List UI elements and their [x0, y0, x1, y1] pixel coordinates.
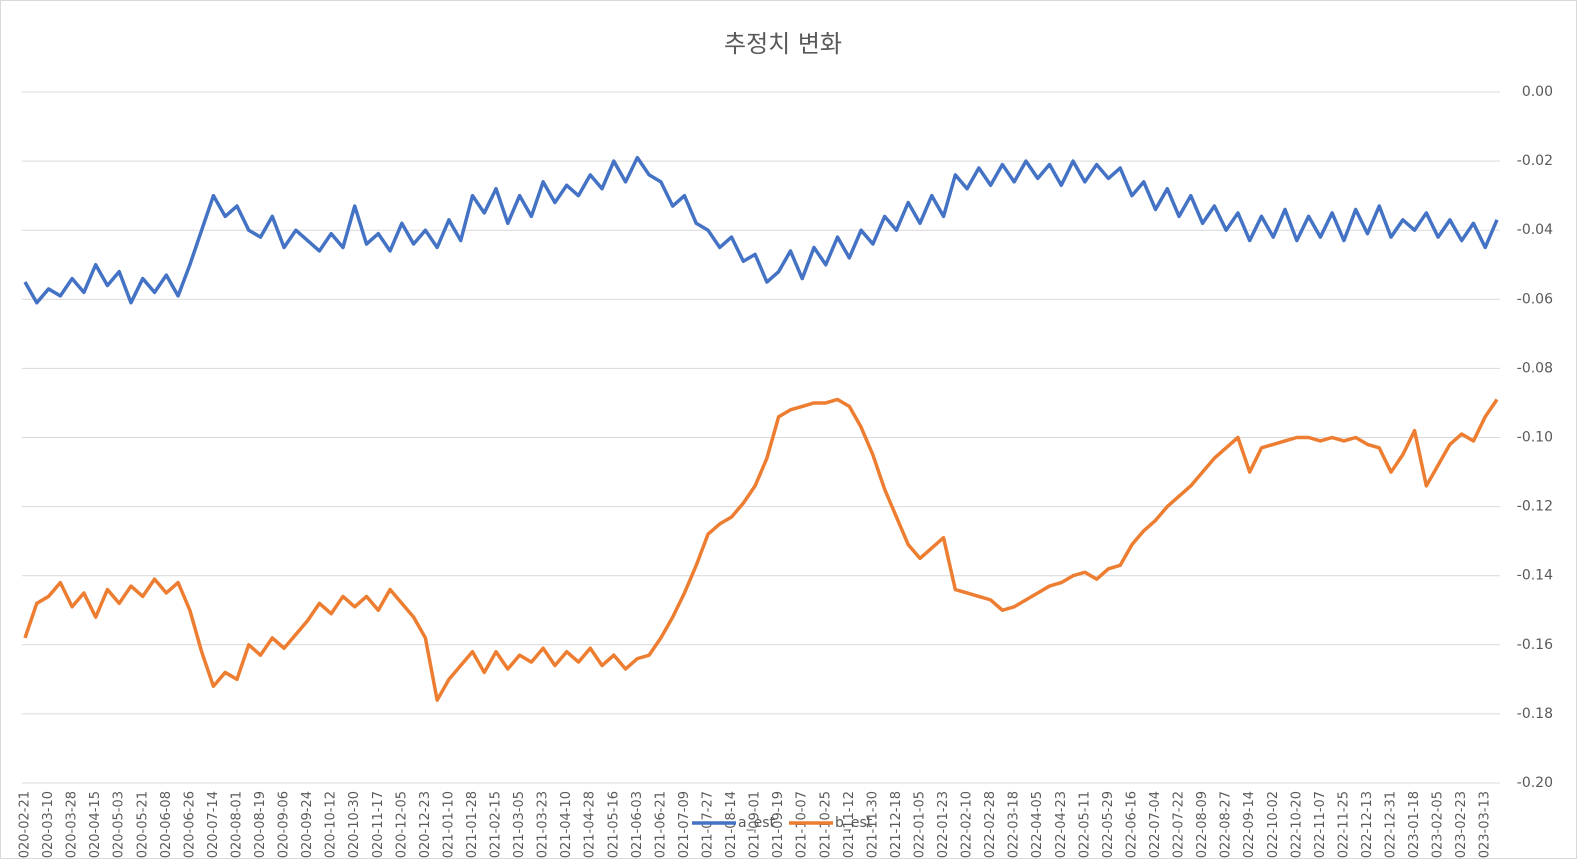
- x-tick-label: 2020-09-06: [277, 791, 292, 859]
- data-line: [23, 397, 1499, 702]
- y-tick-label: -0.14: [1517, 568, 1553, 584]
- x-tick-label: 2021-01-28: [465, 791, 480, 859]
- x-tick-label: 2020-04-15: [88, 791, 103, 859]
- x-tick-label: 2021-09-01: [748, 791, 763, 859]
- x-tick-label: 2022-05-11: [1077, 791, 1092, 859]
- y-tick-label: -0.02: [1517, 153, 1553, 169]
- x-tick-label: 2020-03-10: [41, 791, 56, 859]
- x-tick-label: 2021-07-27: [701, 791, 716, 859]
- x-tick-label: 2021-10-07: [795, 791, 810, 859]
- y-tick-label: -0.06: [1517, 291, 1553, 307]
- x-tick-label: 2022-05-29: [1101, 791, 1116, 859]
- x-tick-label: 2023-01-18: [1407, 791, 1422, 859]
- x-tick-label: 2021-11-30: [865, 791, 880, 859]
- x-tick-label: 2021-08-14: [724, 791, 739, 859]
- x-tick-label: 2022-03-18: [1007, 791, 1022, 859]
- x-tick-label: 2021-06-03: [630, 791, 645, 859]
- x-tick-label: 2022-07-04: [1148, 791, 1163, 859]
- x-tick-label: 2023-02-05: [1431, 791, 1446, 859]
- y-tick-label: 0.00: [1522, 84, 1553, 100]
- x-tick-label: 2022-01-23: [936, 791, 951, 859]
- x-tick-label: 2022-12-31: [1384, 791, 1399, 859]
- x-tick-label: 2021-04-10: [559, 791, 574, 859]
- x-tick-label: 2022-04-23: [1054, 791, 1069, 859]
- x-tick-label: 2021-03-23: [536, 791, 551, 859]
- x-tick-label: 2022-08-27: [1219, 791, 1234, 859]
- x-tick-label: 2021-01-10: [441, 791, 456, 859]
- x-tick-label: 2021-07-09: [677, 791, 692, 859]
- y-tick-label: -0.04: [1517, 222, 1553, 238]
- x-tick-label: 2022-09-14: [1242, 791, 1257, 859]
- x-tick-label: 2022-06-16: [1124, 791, 1139, 859]
- x-tick-label: 2020-06-26: [182, 791, 197, 859]
- x-tick-label: 2021-09-19: [771, 791, 786, 859]
- x-tick-label: 2021-11-12: [842, 791, 857, 859]
- x-tick-label: 2022-01-05: [912, 791, 927, 859]
- x-tick-label: 2021-03-05: [512, 791, 527, 859]
- x-tick-label: 2023-03-13: [1478, 791, 1493, 859]
- x-tick-label: 2022-10-20: [1289, 791, 1304, 859]
- x-tick-label: 2022-10-02: [1266, 791, 1281, 859]
- x-tick-label: 2020-12-05: [394, 791, 409, 859]
- x-tick-label: 2022-11-07: [1313, 791, 1328, 859]
- x-tick-label: 2020-10-12: [324, 791, 339, 859]
- x-tick-label: 2022-07-22: [1172, 791, 1187, 859]
- x-tick-label: 2020-11-17: [371, 791, 386, 859]
- x-tick-label: 2021-05-16: [606, 791, 621, 859]
- legend-label: a_est: [738, 815, 775, 831]
- x-tick-label: 2022-08-09: [1195, 791, 1210, 859]
- x-tick-label: 2020-07-14: [206, 791, 221, 859]
- x-tick-label: 2020-10-30: [347, 791, 362, 859]
- data-line: [23, 155, 1499, 305]
- y-tick-label: -0.18: [1517, 706, 1553, 722]
- chart-title: 추정치 변화: [724, 30, 842, 58]
- x-tick-label: 2020-03-28: [65, 791, 80, 859]
- x-tick-label: 2020-05-03: [112, 791, 127, 859]
- x-tick-label: 2022-02-10: [960, 791, 975, 859]
- x-tick-label: 2020-08-19: [253, 791, 268, 859]
- x-tick-label: 2021-06-21: [653, 791, 668, 859]
- x-tick-label: 2021-10-25: [818, 791, 833, 859]
- y-tick-label: -0.20: [1517, 775, 1553, 791]
- x-tick-label: 2021-02-15: [489, 791, 504, 859]
- x-tick-label: 2020-06-08: [159, 791, 174, 859]
- x-tick-label: 2022-12-13: [1360, 791, 1375, 859]
- x-tick-label: 2020-05-21: [135, 791, 150, 859]
- x-tick-label: 2022-11-25: [1336, 791, 1351, 859]
- y-tick-label: -0.08: [1517, 360, 1553, 376]
- x-tick-label: 2022-04-05: [1030, 791, 1045, 859]
- x-tick-label: 2022-02-28: [983, 791, 998, 859]
- x-tick-label: 2021-12-18: [889, 791, 904, 859]
- y-tick-label: -0.10: [1517, 430, 1553, 446]
- x-tick-label: 2021-04-28: [583, 791, 598, 859]
- legend-label: b_est: [835, 815, 873, 831]
- x-tick-label: 2023-02-23: [1454, 791, 1469, 859]
- y-tick-label: -0.12: [1517, 499, 1553, 515]
- y-tick-label: -0.16: [1517, 637, 1553, 653]
- x-tick-label: 2020-09-24: [300, 791, 315, 859]
- x-tick-label: 2020-02-21: [18, 791, 33, 859]
- x-tick-label: 2020-08-01: [229, 791, 244, 859]
- x-tick-label: 2020-12-23: [418, 791, 433, 859]
